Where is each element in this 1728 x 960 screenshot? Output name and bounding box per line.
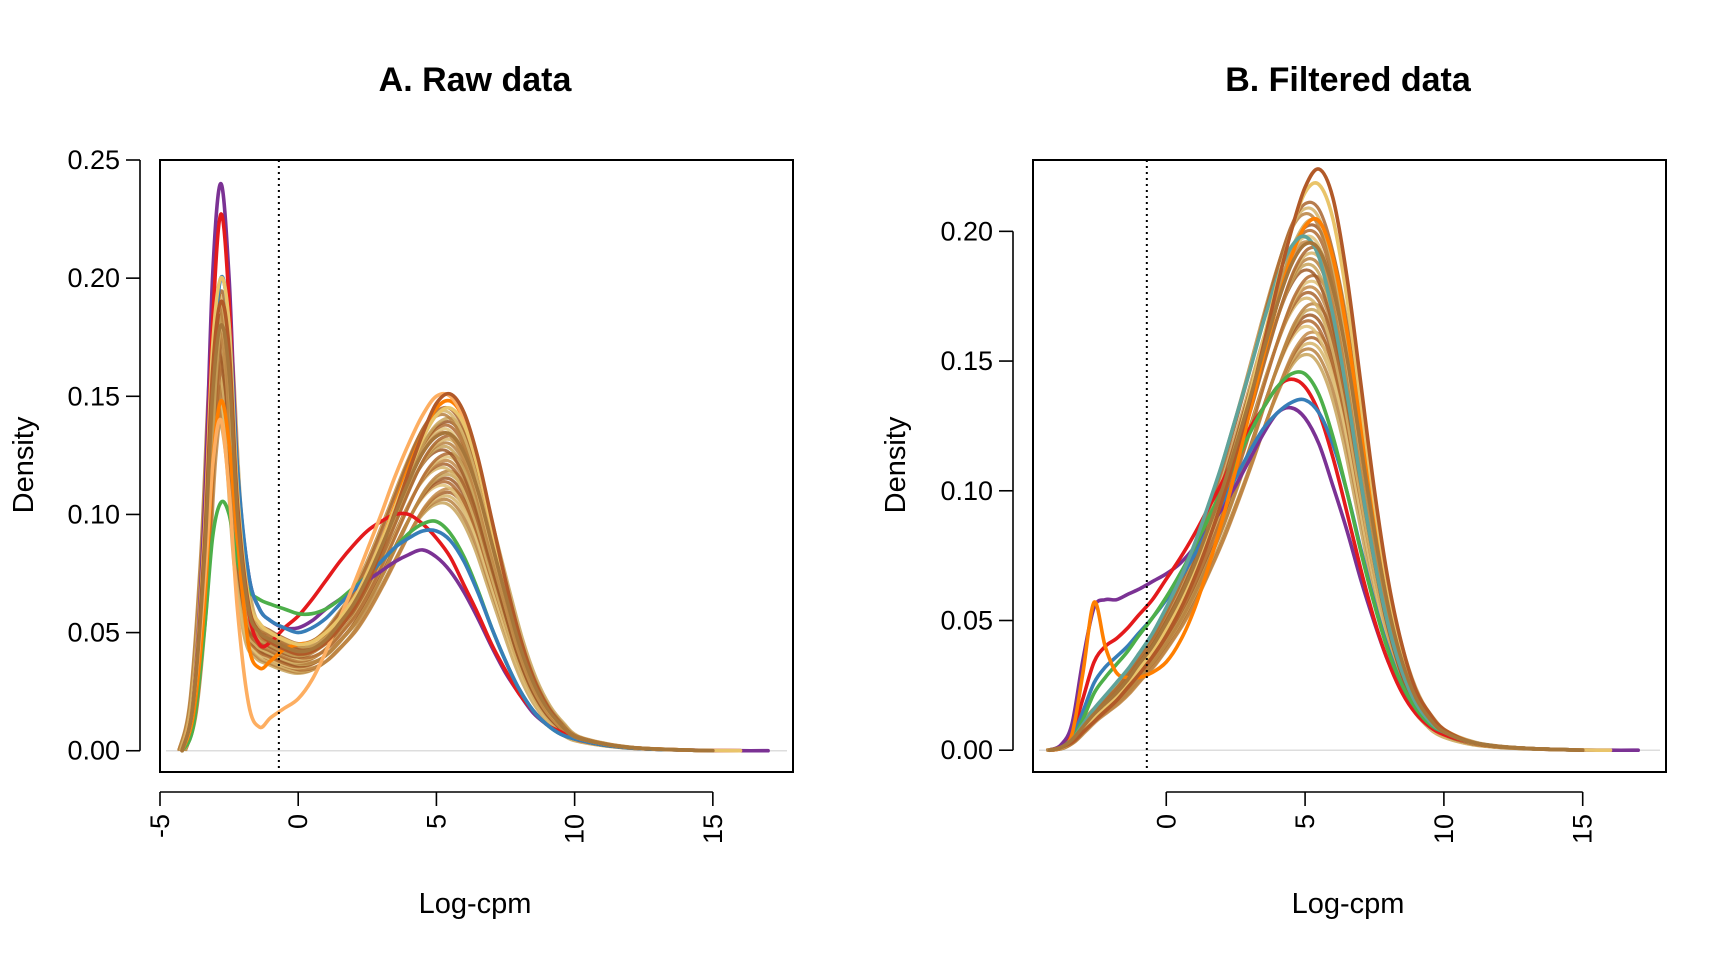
panel-b-x-tick-label: 5 [1290,814,1320,829]
panel-a-density-curve-7 [180,299,715,753]
panel-b-density-curve-0 [1047,405,1640,753]
panel-a-xlabel: Log-cpm [419,888,532,920]
panel-b-xlabel: Log-cpm [1292,888,1405,920]
panel-a-plot-frame [159,159,794,773]
panel-b-y-tick-label: 0.00 [940,735,993,765]
panel-a-x-tick-label: 5 [421,814,451,829]
panel-a-x-tick-label: 10 [560,814,590,844]
panel-a-x-tick-label: 0 [283,814,313,829]
panel-b-x-tick-label: 0 [1151,814,1181,829]
panel-a-y-tick-label: 0.15 [67,381,120,411]
panel-a-density-curve-3 [180,274,715,753]
panel-b-y-tick-label: 0.10 [940,476,993,506]
panel-a-sample-bundle-curve [177,393,710,753]
panel-b-x-tick-label: 10 [1429,814,1459,844]
panel-b-x-tick-label: 15 [1568,814,1598,844]
panel-b-y-tick-label: 0.20 [940,216,993,246]
panel-a-sample-bundle-curve [180,289,713,753]
panel-b-density-curve-8 [1047,241,1585,752]
panel-a-curves [166,160,787,772]
panel-a: A. Raw data Log-cpm Density 0.00 0.05 0.10… [8,61,794,920]
panel-a-y-tick-label: 0.10 [67,499,120,529]
panel-a-title: A. Raw data [379,61,573,99]
panel-a-ylabel: Density [8,416,40,513]
panel-a-y-tick-label: 0.05 [67,618,120,648]
panel-b-density-curve-7 [1047,167,1585,752]
panel-a-sample-bundle-curve [183,303,717,753]
panel-b-plot-frame [1032,159,1667,773]
panel-b-density-curve-2 [1047,397,1585,752]
panel-b-curves [1039,160,1660,772]
panel-b-title: B. Filtered data [1225,61,1472,99]
panel-b-y-tick-label: 0.15 [940,346,993,376]
panel-a-x-tick-label: -5 [145,814,175,838]
panel-b-ylabel: Density [880,416,912,513]
panel-a-y-tick-label: 0.20 [67,263,120,293]
panel-b: B. Filtered data Log-cpm Density 0.000.0… [880,61,1667,920]
panel-a-y-tick-label: 0.25 [67,145,120,175]
panel-a-sample-bundle-curve [178,294,712,753]
panel-a-y-tick-label: 0.00 [67,736,120,766]
panel-a-ticks: 0.00 0.05 0.10 0.15 0.20 0.25 -5 0 5 10 15 [67,145,727,844]
panel-b-ticks: 0.00 0.05 0.10 0.15 0.20 0 5 10 15 [940,216,1597,844]
panel-a-density-curve-8 [180,323,715,753]
panel-a-sample-bundle-curve [177,322,710,753]
panel-a-sample-bundle-curve [178,341,712,753]
panel-b-y-tick-label: 0.05 [940,605,993,635]
panel-a-x-tick-label: 15 [698,814,728,844]
